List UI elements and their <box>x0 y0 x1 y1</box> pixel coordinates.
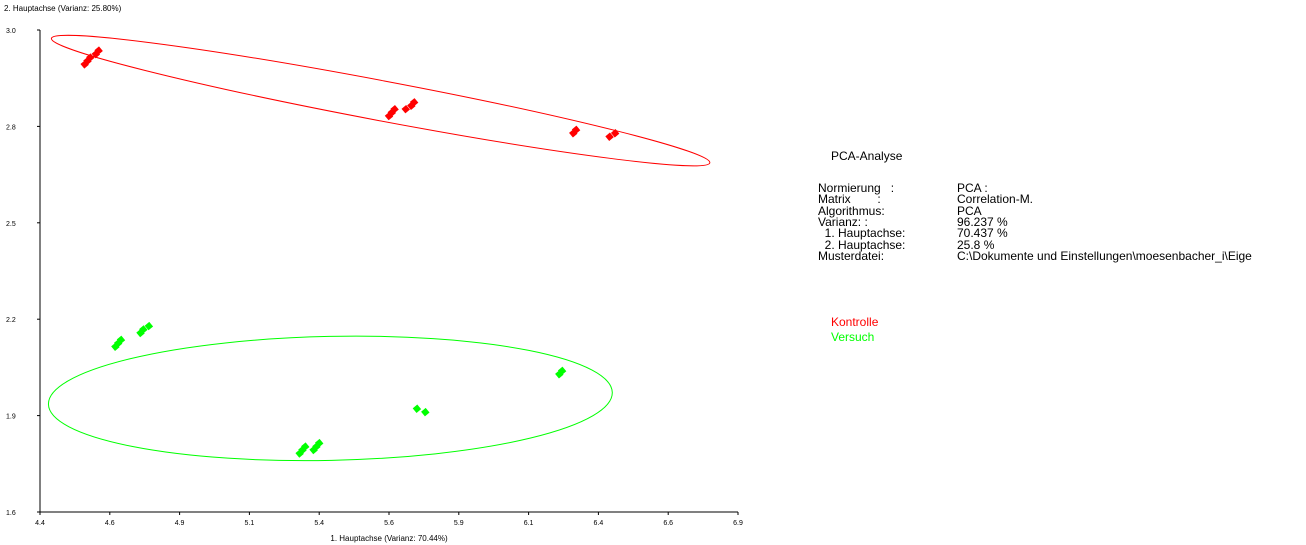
parameter-value: 70.437 % <box>957 226 1008 241</box>
kontrolle-point <box>94 46 103 55</box>
x-tick-label: 6.9 <box>733 520 743 527</box>
parameter-label: 1. Hauptachse: <box>818 226 906 241</box>
panel-title: PCA-Analyse <box>831 149 903 163</box>
y-tick-label: 2.8 <box>6 124 16 131</box>
x-tick-label: 5.9 <box>454 520 464 527</box>
parameter-label: Algorithmus: <box>818 203 885 218</box>
x-tick-label: 6.1 <box>524 520 534 527</box>
y-tick-label: 2.2 <box>6 317 16 324</box>
x-tick-label: 4.4 <box>35 520 45 527</box>
versuch-point <box>144 321 154 331</box>
parameter-value: C:\Dokumente und Einstellungen\moesenbac… <box>957 248 1252 263</box>
axis-ticks: 4.4 4.6 4.9 5.1 5.4 5.6 5.9 6.1 6.4 6.6 6.9 1.6 1.9 2… <box>6 28 743 527</box>
versuch-point <box>421 407 430 417</box>
parameter-label: Musterdatei: <box>818 248 885 263</box>
legend-item-versuch: Versuch <box>831 330 875 344</box>
x-tick-label: 6.4 <box>594 520 604 527</box>
versuch-point <box>139 325 148 334</box>
x-tick-label: 5.4 <box>314 520 324 527</box>
x-tick-label: 5.1 <box>245 520 255 527</box>
kontrolle-point <box>86 53 95 62</box>
versuch-point <box>557 366 567 376</box>
kontrolle-point <box>610 129 620 138</box>
y-tick-label: 1.9 <box>6 414 16 421</box>
kontrolle-point <box>401 104 410 114</box>
x-axis-label: 1. Hauptachse (Varianz: 70.44%) <box>330 534 448 543</box>
confidence-ellipses <box>47 34 711 462</box>
y-tick-label: 2.5 <box>6 221 16 228</box>
data-points <box>80 46 620 458</box>
parameter-value: 25.8 % <box>957 237 995 252</box>
parameter-value: PCA <box>957 203 982 218</box>
x-tick-label: 4.6 <box>105 520 115 527</box>
parameter-value: Correlation-M. <box>957 192 1034 207</box>
versuch-point <box>314 438 324 448</box>
versuch-ellipse <box>47 335 613 462</box>
kontrolle-point <box>605 132 614 141</box>
x-tick-label: 6.6 <box>663 520 673 527</box>
parameter-label: 2. Hauptachse: <box>818 237 906 252</box>
y-tick-label: 3.0 <box>6 28 16 35</box>
versuch-point <box>412 404 422 413</box>
x-tick-label: 4.9 <box>175 520 185 527</box>
pca-scatter-plot: 2. Hauptachse (Varianz: 25.80%) 1. Haupt… <box>4 4 743 543</box>
parameter-label: Normierung : <box>818 181 895 195</box>
kontrolle-point <box>571 125 581 135</box>
parameter-value: 96.237 % <box>957 214 1008 229</box>
y-tick-label: 1.6 <box>6 510 16 517</box>
x-tick-label: 5.6 <box>384 520 394 527</box>
y-axis-label: 2. Hauptachse (Varianz: 25.80%) <box>4 4 122 13</box>
kontrolle-point <box>409 98 419 107</box>
kontrolle-ellipse <box>50 34 711 167</box>
parameter-label: Matrix : <box>818 192 881 207</box>
legend-item-kontrolle: Kontrolle <box>831 315 879 329</box>
kontrolle-point <box>390 104 399 114</box>
versuch-point <box>301 442 310 451</box>
parameter-value: PCA : <box>957 181 988 195</box>
versuch-point <box>116 335 126 345</box>
parameter-label: Varianz: : <box>818 214 868 229</box>
